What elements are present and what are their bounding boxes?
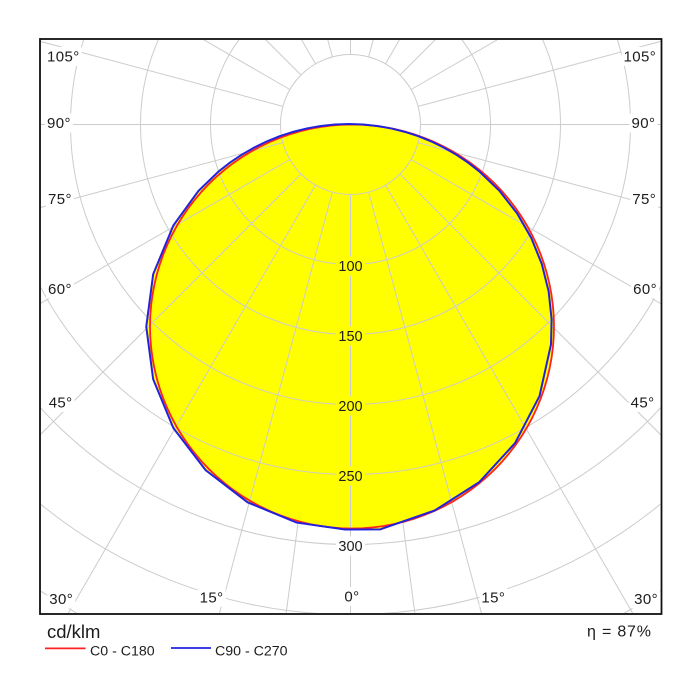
svg-text:75°: 75° [48, 191, 72, 208]
svg-text:0°: 0° [344, 589, 359, 606]
svg-text:30°: 30° [634, 591, 658, 608]
svg-text:100: 100 [338, 259, 362, 275]
svg-text:30°: 30° [49, 591, 73, 608]
svg-text:105°: 105° [47, 49, 80, 66]
svg-text:75°: 75° [632, 191, 656, 208]
svg-text:150: 150 [338, 329, 362, 345]
svg-text:C90 - C270: C90 - C270 [215, 644, 288, 660]
svg-text:15°: 15° [481, 589, 505, 606]
svg-text:45°: 45° [631, 395, 655, 412]
svg-text:60°: 60° [633, 281, 657, 298]
svg-text:η = 87%: η = 87% [587, 624, 652, 641]
svg-text:60°: 60° [48, 281, 72, 298]
svg-text:cd/klm: cd/klm [47, 621, 100, 642]
svg-text:300: 300 [338, 539, 362, 555]
svg-text:90°: 90° [632, 115, 656, 132]
svg-text:200: 200 [338, 399, 362, 415]
svg-text:90°: 90° [47, 115, 71, 132]
svg-text:105°: 105° [624, 49, 657, 66]
svg-text:45°: 45° [49, 395, 73, 412]
svg-text:250: 250 [338, 469, 362, 485]
svg-text:C0 - C180: C0 - C180 [90, 644, 155, 660]
svg-text:15°: 15° [200, 589, 224, 606]
